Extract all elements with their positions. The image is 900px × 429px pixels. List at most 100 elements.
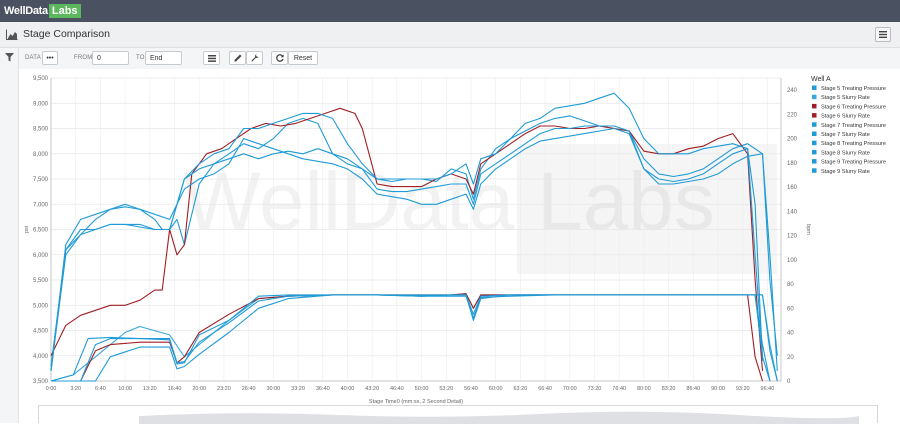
x-tick-label: 6:40 xyxy=(95,386,106,392)
from-label: FROM xyxy=(74,55,93,61)
to-input[interactable] xyxy=(145,51,182,65)
x-tick-label: 50:00 xyxy=(415,386,429,392)
series-line-4[interactable] xyxy=(51,293,764,382)
y-left-tick-label: 5,000 xyxy=(33,303,49,309)
logo-text-labs: Labs xyxy=(48,4,81,18)
y-right-tick-label: 40 xyxy=(787,331,794,337)
x-tick-label: 26:40 xyxy=(242,386,256,392)
watermark-block xyxy=(517,144,777,274)
series-line-9[interactable] xyxy=(50,127,778,371)
top-nav-bar: WellData Labs xyxy=(0,0,900,22)
hamburger-icon xyxy=(879,31,887,38)
page-header: Stage Comparison xyxy=(0,22,900,48)
legend-item-label[interactable]: Stage 6 Treating Pressure xyxy=(821,104,886,110)
x-tick-label: 86:40 xyxy=(686,386,700,392)
legend-item-label[interactable]: Stage 5 Slurry Rate xyxy=(821,95,870,101)
y-right-tick-label: 100 xyxy=(787,258,798,264)
y-left-tick-label: 6,500 xyxy=(33,228,49,234)
table-view-button[interactable] xyxy=(203,51,220,65)
legend-item-label[interactable]: Stage 8 Slurry Rate xyxy=(821,150,870,156)
color-picker-button[interactable] xyxy=(229,51,246,65)
series-line-6[interactable] xyxy=(50,294,771,382)
filter-sidebar xyxy=(0,48,19,423)
x-tick-label: 80:00 xyxy=(637,386,651,392)
navigator-strip[interactable] xyxy=(38,405,878,424)
to-label: TO xyxy=(136,55,145,61)
legend-item-label[interactable]: Stage 8 Treating Pressure xyxy=(821,141,886,147)
y-left-tick-label: 7,000 xyxy=(33,202,49,208)
y-left-tick-label: 3,500 xyxy=(33,379,49,385)
refresh-button[interactable] xyxy=(271,51,288,65)
legend-swatch[interactable] xyxy=(812,94,817,100)
x-tick-label: 66:40 xyxy=(538,386,552,392)
data-options-button[interactable]: ••• xyxy=(42,51,58,65)
legend-swatch[interactable] xyxy=(812,122,817,127)
legend-swatch[interactable] xyxy=(812,113,817,118)
chart-toolbar: DATA ••• FROM TO Reset xyxy=(19,48,900,69)
x-tick-label: 36:40 xyxy=(316,386,330,392)
legend-swatch[interactable] xyxy=(812,149,817,155)
x-tick-label: 96:40 xyxy=(761,386,775,392)
table-icon xyxy=(207,54,216,62)
x-tick-label: 20:00 xyxy=(192,386,206,392)
from-input[interactable] xyxy=(92,51,129,65)
series-line-7[interactable] xyxy=(50,125,764,371)
legend-item-label[interactable]: Stage 6 Slurry Rate xyxy=(821,114,870,120)
y-left-tick-label: 4,000 xyxy=(33,354,49,360)
x-tick-label: 30:00 xyxy=(266,386,280,392)
series-line-8[interactable] xyxy=(51,294,771,382)
y-left-tick-label: 8,500 xyxy=(33,127,49,133)
x-tick-label: 23:20 xyxy=(217,386,231,392)
x-tick-label: 40:00 xyxy=(341,386,355,392)
legend-item-label[interactable]: Stage 9 Slurry Rate xyxy=(821,169,870,175)
legend-item-label[interactable]: Stage 5 Treating Pressure xyxy=(821,86,886,92)
x-tick-label: 0:00 xyxy=(46,386,57,392)
x-tick-label: 56:40 xyxy=(464,386,478,392)
x-tick-label: 46:40 xyxy=(390,386,404,392)
legend-item-label[interactable]: Stage 7 Slurry Rate xyxy=(821,132,870,138)
reset-button[interactable]: Reset xyxy=(288,51,318,65)
x-tick-label: 10:00 xyxy=(118,386,132,392)
wrench-icon xyxy=(250,54,259,62)
y-right-tick-label: 200 xyxy=(787,137,798,143)
legend-item-label[interactable]: Stage 9 Treating Pressure xyxy=(821,160,886,166)
y-right-tick-label: 60 xyxy=(787,306,794,312)
legend-item-label[interactable]: Stage 7 Treating Pressure xyxy=(821,123,886,129)
y-right-tick-label: 240 xyxy=(787,88,798,94)
refresh-icon xyxy=(275,54,284,62)
y-left-tick-label: 6,000 xyxy=(33,253,49,259)
filter-icon[interactable] xyxy=(5,53,14,62)
y-left-tick-label: 9,000 xyxy=(33,101,49,107)
eyedropper-icon xyxy=(234,54,241,62)
legend-swatch[interactable] xyxy=(812,131,817,137)
logo-text-welldata: WellData xyxy=(4,5,48,17)
legend-swatch[interactable] xyxy=(812,85,817,91)
data-label: DATA xyxy=(25,55,41,61)
settings-button[interactable] xyxy=(246,51,263,65)
navigator-preview xyxy=(139,411,859,424)
x-tick-label: 16:40 xyxy=(168,386,182,392)
x-tick-label: 73:20 xyxy=(588,386,602,392)
series-line-10[interactable] xyxy=(51,294,778,382)
legend-swatch[interactable] xyxy=(812,168,817,173)
y-right-tick-label: 120 xyxy=(787,234,798,240)
x-tick-label: 33:20 xyxy=(291,386,305,392)
x-tick-label: 53:20 xyxy=(439,386,453,392)
legend-swatch[interactable] xyxy=(812,140,817,146)
legend-swatch[interactable] xyxy=(812,103,817,109)
x-tick-label: 3:20 xyxy=(70,386,81,392)
legend-swatch[interactable] xyxy=(812,159,817,164)
chart-series xyxy=(50,92,778,382)
app-logo[interactable]: WellData Labs xyxy=(4,3,81,19)
y-right-tick-label: 160 xyxy=(787,185,798,191)
x-tick-label: 63:20 xyxy=(513,386,527,392)
y-right-tick-label: 0 xyxy=(787,379,791,385)
x-tick-label: 90:00 xyxy=(711,386,725,392)
menu-button[interactable] xyxy=(875,27,891,42)
y-right-tick-label: 180 xyxy=(787,161,798,167)
page-title: Stage Comparison xyxy=(23,28,110,40)
x-tick-label: 93:20 xyxy=(736,386,750,392)
y-left-axis-title: psi xyxy=(24,226,30,233)
x-tick-label: 60:00 xyxy=(489,386,503,392)
bar-chart-icon xyxy=(6,29,18,40)
